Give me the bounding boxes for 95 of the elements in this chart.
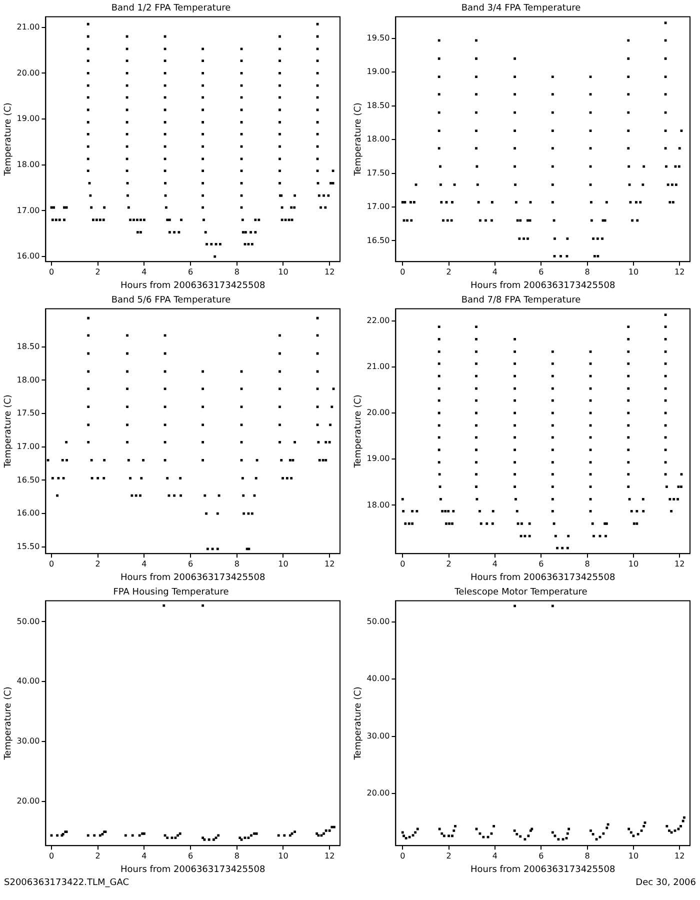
y-tick-label: 18.00 [16, 160, 40, 169]
x-tick-label: 12 [324, 559, 335, 568]
chart-title: Band 5/6 FPA Temperature [111, 296, 232, 306]
x-tick-label: 10 [628, 851, 639, 860]
y-axis-title: Temperature (C) [354, 102, 364, 177]
x-tick-label: 4 [142, 851, 147, 860]
y-tick-label: 17.50 [366, 168, 390, 178]
x-tick-label: 0 [400, 851, 406, 860]
y-tick-label: 20.00 [366, 408, 390, 418]
chart-title: FPA Housing Temperature [113, 588, 230, 598]
x-tick-label: 2 [95, 851, 100, 860]
y-tick-label: 15.50 [16, 542, 40, 552]
y-tick-label: 18.00 [366, 134, 390, 144]
y-tick-label: 19.00 [366, 454, 390, 464]
x-tick-label: 10 [278, 267, 288, 276]
y-tick-label: 16.50 [16, 475, 40, 484]
y-tick-label: 17.00 [16, 442, 40, 451]
x-tick-label: 8 [234, 267, 240, 276]
x-tick-label: 8 [584, 267, 590, 276]
y-tick-label: 16.00 [16, 508, 40, 518]
y-tick-label: 50.00 [16, 616, 40, 626]
x-tick-label: 4 [492, 559, 498, 568]
text: S2006363173422.TLM_GAC [3, 877, 130, 890]
x-tick-label: 0 [400, 267, 406, 276]
x-axis-title: Hours from 2006363173425508 [470, 864, 616, 875]
x-axis-title: Hours from 2006363173425508 [120, 864, 266, 875]
chart-title: Band 1/2 FPA Temperature [111, 4, 232, 14]
x-tick-label: 12 [674, 851, 685, 860]
x-tick-label: 10 [278, 851, 288, 860]
chart-title: Band 3/4 FPA Temperature [461, 4, 582, 14]
x-tick-label: 6 [188, 851, 194, 860]
y-tick-label: 18.50 [366, 100, 390, 110]
text: Dec 30, 2006 [634, 877, 697, 890]
x-tick-label: 2 [446, 851, 452, 860]
x-tick-label: 2 [446, 267, 452, 276]
y-tick-label: 17.50 [16, 408, 40, 418]
y-tick-label: 21.00 [16, 22, 40, 32]
x-tick-label: 6 [538, 559, 544, 568]
y-tick-label: 17.00 [16, 206, 40, 215]
y-tick-label: 40.00 [16, 676, 40, 686]
x-tick-label: 2 [95, 559, 100, 568]
y-axis-title: Temperature (C) [354, 686, 364, 761]
chart-title: Band 7/8 FPA Temperature [461, 296, 582, 306]
x-axis-title: Hours from 2006363173425508 [120, 280, 266, 291]
x-tick-label: 8 [584, 559, 590, 568]
y-tick-label: 18.00 [16, 375, 40, 384]
y-tick-label: 20.00 [366, 788, 390, 798]
x-tick-label: 8 [584, 851, 590, 860]
x-tick-label: 4 [492, 267, 498, 276]
x-tick-label: 6 [188, 559, 194, 568]
x-tick-label: 2 [446, 559, 452, 568]
y-tick-label: 19.00 [16, 114, 40, 124]
x-tick-label: 10 [628, 559, 639, 568]
y-tick-label: 21.00 [366, 362, 390, 371]
x-tick-label: 6 [538, 851, 544, 860]
y-tick-label: 16.50 [366, 236, 390, 245]
y-tick-label: 22.00 [366, 316, 390, 325]
x-axis-title: Hours from 2006363173425508 [470, 280, 616, 291]
x-tick-label: 10 [628, 267, 639, 276]
x-tick-label: 6 [538, 267, 544, 276]
x-tick-label: 12 [674, 559, 685, 568]
x-tick-label: 4 [492, 851, 498, 860]
y-tick-label: 50.00 [366, 617, 390, 626]
x-tick-label: 10 [278, 559, 288, 568]
x-tick-label: 4 [142, 267, 147, 276]
x-tick-label: 0 [400, 559, 406, 568]
y-axis-title: Temperature (C) [4, 686, 14, 761]
x-tick-label: 2 [95, 267, 100, 276]
y-axis-title: Temperature (C) [354, 394, 364, 469]
x-tick-label: 12 [674, 267, 685, 276]
x-tick-label: 12 [324, 851, 335, 860]
x-tick-label: 4 [142, 559, 147, 568]
y-tick-label: 18.00 [366, 500, 390, 510]
chart-title: Telescope Motor Temperature [454, 588, 588, 598]
x-tick-label: 0 [48, 559, 54, 568]
x-tick-label: 6 [188, 267, 194, 276]
x-axis-title: Hours from 2006363173425508 [470, 572, 616, 583]
y-tick-label: 20.00 [16, 68, 40, 78]
y-tick-label: 20.00 [16, 796, 40, 806]
x-tick-label: 0 [48, 267, 54, 276]
x-axis-title: Hours from 2006363173425508 [120, 572, 266, 583]
y-tick-label: 30.00 [16, 736, 40, 746]
y-tick-label: 30.00 [366, 731, 390, 740]
x-tick-label: 8 [234, 559, 240, 568]
y-tick-label: 17.00 [366, 202, 390, 212]
y-tick-label: 19.00 [366, 67, 390, 76]
y-tick-label: 40.00 [366, 674, 390, 684]
y-tick-label: 18.50 [16, 342, 40, 351]
y-tick-label: 19.50 [366, 33, 390, 42]
x-tick-label: 12 [324, 267, 335, 276]
x-tick-label: 8 [234, 851, 240, 860]
x-tick-label: 0 [48, 851, 54, 860]
y-axis-title: Temperature (C) [4, 394, 14, 469]
y-tick-label: 16.00 [16, 252, 40, 261]
y-axis-title: Temperature (C) [4, 102, 14, 177]
